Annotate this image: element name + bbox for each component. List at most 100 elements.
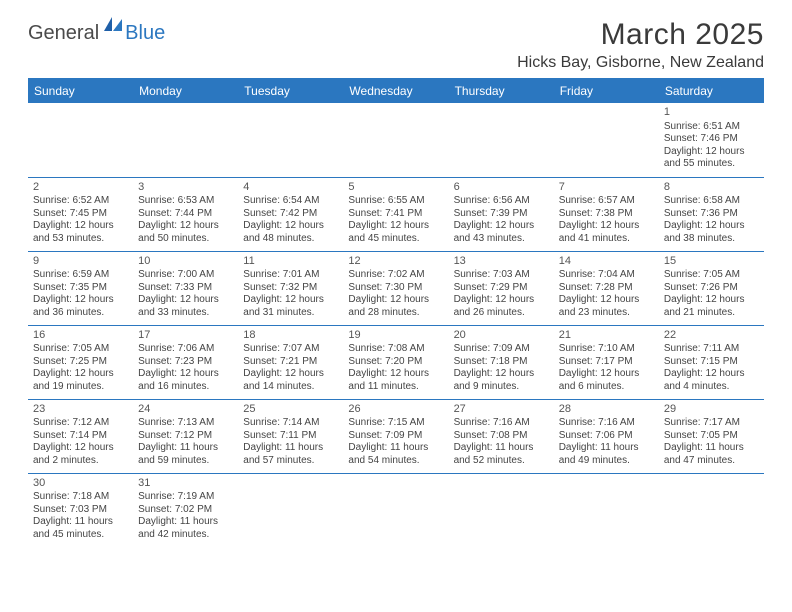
- daylight-text: Daylight: 11 hours: [454, 442, 549, 455]
- dayhead-wed: Wednesday: [343, 79, 448, 103]
- sunrise-text: Sunrise: 6:54 AM: [243, 195, 338, 208]
- sunrise-text: Sunrise: 7:03 AM: [454, 269, 549, 282]
- sunrise-text: Sunrise: 7:12 AM: [33, 417, 128, 430]
- sunset-text: Sunset: 7:26 PM: [664, 282, 759, 295]
- sunrise-text: Sunrise: 6:56 AM: [454, 195, 549, 208]
- sunrise-text: Sunrise: 7:00 AM: [138, 269, 233, 282]
- sunset-text: Sunset: 7:02 PM: [138, 504, 233, 517]
- daylight-text: and 28 minutes.: [348, 307, 443, 320]
- daylight-text: and 33 minutes.: [138, 307, 233, 320]
- day-number: 11: [243, 255, 338, 269]
- day-number: 25: [243, 403, 338, 417]
- sunset-text: Sunset: 7:12 PM: [138, 430, 233, 443]
- daylight-text: Daylight: 12 hours: [454, 220, 549, 233]
- daylight-text: and 11 minutes.: [348, 381, 443, 394]
- day-number: 26: [348, 403, 443, 417]
- dayhead-sat: Saturday: [659, 79, 764, 103]
- sunrise-text: Sunrise: 7:02 AM: [348, 269, 443, 282]
- sunset-text: Sunset: 7:03 PM: [33, 504, 128, 517]
- day-cell: [133, 103, 238, 177]
- day-number: 2: [33, 181, 128, 195]
- sunset-text: Sunset: 7:32 PM: [243, 282, 338, 295]
- sunset-text: Sunset: 7:29 PM: [454, 282, 549, 295]
- day-cell: 9Sunrise: 6:59 AMSunset: 7:35 PMDaylight…: [28, 251, 133, 325]
- day-cell: [238, 473, 343, 547]
- day-cell: 21Sunrise: 7:10 AMSunset: 7:17 PMDayligh…: [554, 325, 659, 399]
- daylight-text: and 38 minutes.: [664, 233, 759, 246]
- sunrise-text: Sunrise: 7:01 AM: [243, 269, 338, 282]
- daylight-text: Daylight: 12 hours: [454, 368, 549, 381]
- daylight-text: Daylight: 11 hours: [348, 442, 443, 455]
- sunset-text: Sunset: 7:20 PM: [348, 356, 443, 369]
- daylight-text: Daylight: 11 hours: [138, 516, 233, 529]
- day-number: 31: [138, 477, 233, 491]
- daylight-text: and 50 minutes.: [138, 233, 233, 246]
- sunrise-text: Sunrise: 7:18 AM: [33, 491, 128, 504]
- sunrise-text: Sunrise: 7:19 AM: [138, 491, 233, 504]
- day-number: 30: [33, 477, 128, 491]
- day-cell: 2Sunrise: 6:52 AMSunset: 7:45 PMDaylight…: [28, 177, 133, 251]
- day-cell: [554, 103, 659, 177]
- dayhead-sun: Sunday: [28, 79, 133, 103]
- daylight-text: Daylight: 12 hours: [454, 294, 549, 307]
- day-number: 29: [664, 403, 759, 417]
- day-cell: [343, 473, 448, 547]
- week-row: 30Sunrise: 7:18 AMSunset: 7:03 PM Dayligh…: [28, 473, 764, 547]
- daylight-text: Daylight: 11 hours: [243, 442, 338, 455]
- day-cell: 31Sunrise: 7:19 AMSunset: 7:02 PMDayligh…: [133, 473, 238, 547]
- daylight-text: Daylight: 11 hours: [664, 442, 759, 455]
- sunset-text: Sunset: 7:36 PM: [664, 208, 759, 221]
- day-number: 12: [348, 255, 443, 269]
- sunset-text: Sunset: 7:06 PM: [559, 430, 654, 443]
- daylight-text: Daylight: 12 hours: [664, 368, 759, 381]
- daylight-text: Daylight: 12 hours: [348, 294, 443, 307]
- sunset-text: Sunset: 7:39 PM: [454, 208, 549, 221]
- day-cell: 28Sunrise: 7:16 AMSunset: 7:06 PMDayligh…: [554, 399, 659, 473]
- header: General Blue March 2025 Hicks Bay, Gisbo…: [28, 18, 764, 72]
- day-number: 9: [33, 255, 128, 269]
- day-number: 6: [454, 181, 549, 195]
- calendar-table: Sunday Monday Tuesday Wednesday Thursday…: [28, 79, 764, 547]
- sunrise-text: Sunrise: 7:09 AM: [454, 343, 549, 356]
- month-title: March 2025: [517, 18, 764, 52]
- day-cell: 13Sunrise: 7:03 AMSunset: 7:29 PMDayligh…: [449, 251, 554, 325]
- daylight-text: Daylight: 12 hours: [33, 368, 128, 381]
- daylight-text: and 57 minutes.: [243, 455, 338, 468]
- day-cell: [449, 473, 554, 547]
- daylight-text: and 4 minutes.: [664, 381, 759, 394]
- day-cell: [554, 473, 659, 547]
- day-cell: 17Sunrise: 7:06 AMSunset: 7:23 PMDayligh…: [133, 325, 238, 399]
- daylight-text: and 49 minutes.: [559, 455, 654, 468]
- day-cell: [343, 103, 448, 177]
- day-number: 8: [664, 181, 759, 195]
- sunset-text: Sunset: 7:35 PM: [33, 282, 128, 295]
- daylight-text: and 2 minutes.: [33, 455, 128, 468]
- daylight-text: and 21 minutes.: [664, 307, 759, 320]
- sunset-text: Sunset: 7:41 PM: [348, 208, 443, 221]
- day-cell: [238, 103, 343, 177]
- logo-text-blue: Blue: [125, 22, 165, 45]
- daylight-text: and 43 minutes.: [454, 233, 549, 246]
- day-cell: 25Sunrise: 7:14 AMSunset: 7:11 PMDayligh…: [238, 399, 343, 473]
- day-number: 5: [348, 181, 443, 195]
- day-cell: 3Sunrise: 6:53 AMSunset: 7:44 PMDaylight…: [133, 177, 238, 251]
- day-cell: [659, 473, 764, 547]
- sunset-text: Sunset: 7:18 PM: [454, 356, 549, 369]
- daylight-text: and 55 minutes.: [664, 158, 759, 171]
- day-cell: 12Sunrise: 7:02 AMSunset: 7:30 PMDayligh…: [343, 251, 448, 325]
- day-number: 14: [559, 255, 654, 269]
- daylight-text: Daylight: 11 hours: [559, 442, 654, 455]
- daylight-text: and 45 minutes.: [348, 233, 443, 246]
- sunrise-text: Sunrise: 7:14 AM: [243, 417, 338, 430]
- day-number: 18: [243, 329, 338, 343]
- sunset-text: Sunset: 7:42 PM: [243, 208, 338, 221]
- logo-text-general: General: [28, 22, 99, 45]
- day-number: 15: [664, 255, 759, 269]
- daylight-text: Daylight: 12 hours: [33, 294, 128, 307]
- daylight-text: Daylight: 12 hours: [138, 220, 233, 233]
- sunrise-text: Sunrise: 7:06 AM: [138, 343, 233, 356]
- sunrise-text: Sunrise: 7:08 AM: [348, 343, 443, 356]
- day-number: 21: [559, 329, 654, 343]
- sunset-text: Sunset: 7:17 PM: [559, 356, 654, 369]
- daylight-text: Daylight: 12 hours: [33, 220, 128, 233]
